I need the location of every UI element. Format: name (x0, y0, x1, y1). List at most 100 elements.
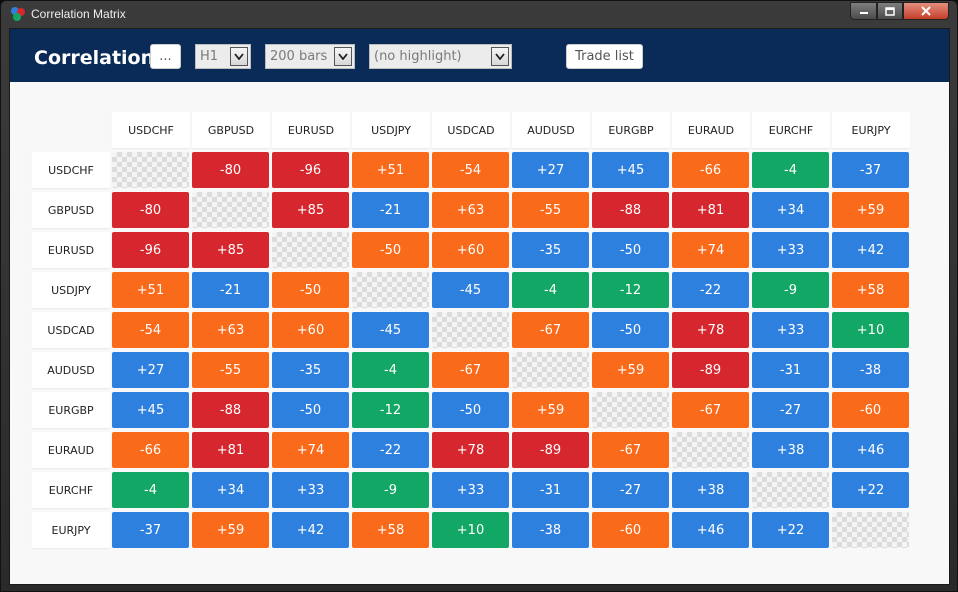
correlation-cell[interactable]: -89 (512, 432, 589, 468)
correlation-cell[interactable]: -55 (512, 192, 589, 228)
highlight-select[interactable]: (no highlight) (369, 44, 512, 69)
correlation-cell[interactable]: +59 (512, 392, 589, 428)
correlation-cell[interactable]: +81 (192, 432, 269, 468)
row-header[interactable]: USDJPY (32, 272, 110, 308)
correlation-cell[interactable]: +81 (672, 192, 749, 228)
bars-select[interactable]: 200 bars (265, 44, 355, 69)
correlation-cell[interactable]: +22 (752, 512, 829, 548)
correlation-cell[interactable]: +34 (752, 192, 829, 228)
correlation-cell[interactable]: -4 (112, 472, 189, 508)
correlation-cell[interactable]: -96 (272, 152, 349, 188)
correlation-cell[interactable]: -67 (592, 432, 669, 468)
minimize-button[interactable] (850, 2, 877, 20)
correlation-cell[interactable]: +38 (672, 472, 749, 508)
correlation-cell[interactable]: -54 (112, 312, 189, 348)
correlation-cell[interactable]: -22 (352, 432, 429, 468)
correlation-cell[interactable]: -31 (752, 352, 829, 388)
title-bar[interactable]: Correlation Matrix (1, 1, 957, 28)
correlation-cell[interactable]: +27 (112, 352, 189, 388)
column-header[interactable]: EURUSD (272, 112, 350, 148)
maximize-button[interactable] (877, 2, 903, 20)
correlation-cell[interactable]: +85 (192, 232, 269, 268)
correlation-cell[interactable]: +85 (272, 192, 349, 228)
row-header[interactable]: EURGBP (32, 392, 110, 428)
correlation-cell[interactable]: +59 (832, 192, 909, 228)
correlation-cell[interactable]: -45 (432, 272, 509, 308)
correlation-cell[interactable]: -4 (352, 352, 429, 388)
correlation-cell[interactable]: -38 (832, 352, 909, 388)
correlation-cell[interactable]: -80 (192, 152, 269, 188)
column-header[interactable]: EURGBP (592, 112, 670, 148)
correlation-cell[interactable]: -67 (512, 312, 589, 348)
correlation-cell[interactable]: -38 (512, 512, 589, 548)
correlation-cell[interactable]: -50 (352, 232, 429, 268)
correlation-cell[interactable]: -60 (592, 512, 669, 548)
correlation-cell[interactable]: -4 (752, 152, 829, 188)
correlation-cell[interactable]: +10 (832, 312, 909, 348)
row-header[interactable]: EURJPY (32, 512, 110, 548)
correlation-cell[interactable]: +59 (192, 512, 269, 548)
more-options-button[interactable]: ... (150, 44, 181, 69)
correlation-cell[interactable]: +33 (432, 472, 509, 508)
correlation-cell[interactable]: +46 (672, 512, 749, 548)
correlation-cell[interactable]: -37 (832, 152, 909, 188)
correlation-cell[interactable]: +60 (432, 232, 509, 268)
correlation-cell[interactable]: +42 (832, 232, 909, 268)
correlation-cell[interactable]: -89 (672, 352, 749, 388)
correlation-cell[interactable]: -67 (432, 352, 509, 388)
correlation-cell[interactable]: -80 (112, 192, 189, 228)
correlation-cell[interactable]: -88 (592, 192, 669, 228)
column-header[interactable]: USDCHF (112, 112, 190, 148)
correlation-cell[interactable]: +78 (672, 312, 749, 348)
correlation-cell[interactable]: +63 (192, 312, 269, 348)
correlation-cell[interactable]: -88 (192, 392, 269, 428)
correlation-cell[interactable]: -50 (432, 392, 509, 428)
correlation-cell[interactable]: +45 (112, 392, 189, 428)
column-header[interactable]: AUDUSD (512, 112, 590, 148)
correlation-cell[interactable]: +74 (272, 432, 349, 468)
row-header[interactable]: USDCHF (32, 152, 110, 188)
correlation-cell[interactable]: -35 (272, 352, 349, 388)
correlation-cell[interactable]: -45 (352, 312, 429, 348)
correlation-cell[interactable]: +60 (272, 312, 349, 348)
correlation-cell[interactable]: -60 (832, 392, 909, 428)
column-header[interactable]: GBPUSD (192, 112, 270, 148)
correlation-cell[interactable]: +38 (752, 432, 829, 468)
correlation-cell[interactable]: +58 (832, 272, 909, 308)
correlation-cell[interactable]: -50 (272, 392, 349, 428)
correlation-cell[interactable]: -66 (672, 152, 749, 188)
column-header[interactable]: USDJPY (352, 112, 430, 148)
correlation-cell[interactable]: -96 (112, 232, 189, 268)
correlation-cell[interactable]: +74 (672, 232, 749, 268)
correlation-cell[interactable]: +22 (832, 472, 909, 508)
correlation-cell[interactable]: +78 (432, 432, 509, 468)
correlation-cell[interactable]: -50 (592, 232, 669, 268)
correlation-cell[interactable]: +33 (272, 472, 349, 508)
correlation-cell[interactable]: +58 (352, 512, 429, 548)
correlation-cell[interactable]: +10 (432, 512, 509, 548)
correlation-cell[interactable]: +33 (752, 232, 829, 268)
row-header[interactable]: AUDUSD (32, 352, 110, 388)
correlation-cell[interactable]: -35 (512, 232, 589, 268)
correlation-cell[interactable]: -12 (592, 272, 669, 308)
correlation-cell[interactable]: -21 (192, 272, 269, 308)
correlation-cell[interactable]: -27 (592, 472, 669, 508)
correlation-cell[interactable]: -50 (592, 312, 669, 348)
row-header[interactable]: USDCAD (32, 312, 110, 348)
close-button[interactable] (903, 2, 949, 20)
correlation-cell[interactable]: -9 (752, 272, 829, 308)
correlation-cell[interactable]: -4 (512, 272, 589, 308)
correlation-cell[interactable]: +59 (592, 352, 669, 388)
timeframe-select[interactable]: H1 (195, 44, 251, 69)
correlation-cell[interactable]: -12 (352, 392, 429, 428)
correlation-cell[interactable]: -9 (352, 472, 429, 508)
correlation-cell[interactable]: -27 (752, 392, 829, 428)
column-header[interactable]: EURAUD (672, 112, 750, 148)
correlation-cell[interactable]: -22 (672, 272, 749, 308)
correlation-cell[interactable]: +33 (752, 312, 829, 348)
correlation-cell[interactable]: -67 (672, 392, 749, 428)
row-header[interactable]: GBPUSD (32, 192, 110, 228)
trade-list-button[interactable]: Trade list (566, 44, 643, 69)
correlation-cell[interactable]: -31 (512, 472, 589, 508)
correlation-cell[interactable]: -21 (352, 192, 429, 228)
